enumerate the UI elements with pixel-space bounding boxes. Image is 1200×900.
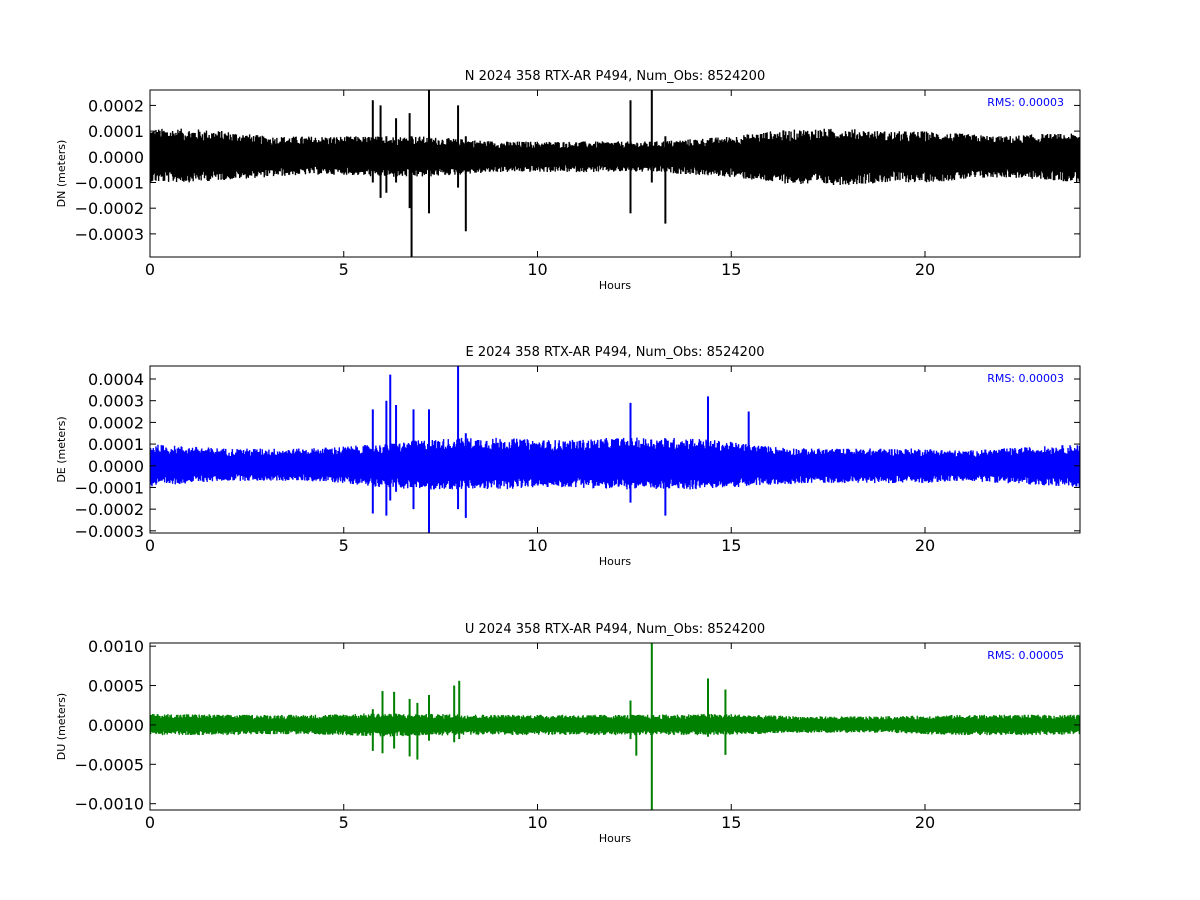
x-tick-label: 15 (721, 260, 741, 279)
y-tick-label: 0.0004 (88, 370, 144, 389)
chart-title: E 2024 358 RTX-AR P494, Num_Obs: 8524200 (466, 345, 765, 360)
x-axis-label: Hours (599, 555, 631, 568)
subplot-3: 0 5 10 15 20 0.0010 0.0005 0.0000 −0.0005 −0.0010… (55, 622, 1081, 845)
x-axis-label: Hours (599, 832, 631, 845)
x-tick-label: 5 (339, 813, 349, 832)
x-tick-label: 10 (527, 813, 547, 832)
y-tick-label: −0.0002 (75, 199, 144, 218)
x-tick-label: 15 (721, 813, 741, 832)
y-axis-label: DE (meters) (55, 416, 68, 482)
y-tick-label: −0.0001 (75, 478, 144, 497)
y-tick-label: 0.0002 (88, 413, 144, 432)
y-tick-label: −0.0003 (75, 225, 144, 244)
x-tick-label: 10 (527, 536, 547, 555)
subplot-1: 0 5 10 15 20 0.0002 0.0001 0.0000 −0.0001 −0.0002… (55, 69, 1081, 292)
x-axis-label: Hours (599, 279, 631, 292)
axes-frame (149, 365, 1081, 534)
x-tick-label: 0 (145, 536, 155, 555)
rms-annotation: RMS: 0.00003 (987, 96, 1064, 109)
subplot-2: 0 5 10 15 20 0.0004 0.0003 0.0002 0.0001 0.0000 −0… (55, 345, 1081, 568)
x-tick-label: 20 (915, 260, 935, 279)
series-band (150, 128, 1080, 186)
series-band (150, 713, 1080, 737)
y-tick-label: −0.0002 (75, 500, 144, 519)
y-tick-label: 0.0001 (88, 122, 144, 141)
rms-annotation: RMS: 0.00005 (987, 649, 1064, 662)
x-tick-label: 5 (339, 536, 349, 555)
chart-title: U 2024 358 RTX-AR P494, Num_Obs: 8524200 (465, 622, 765, 637)
x-tick-label: 10 (527, 260, 547, 279)
y-tick-label: −0.0003 (75, 522, 144, 541)
y-tick-label: 0.0001 (88, 435, 144, 454)
y-tick-label: −0.0005 (75, 755, 144, 774)
axes-frame (149, 642, 1081, 811)
rms-annotation: RMS: 0.00003 (987, 372, 1064, 385)
y-tick-label: 0.0003 (88, 392, 144, 411)
x-tick-label: 5 (339, 260, 349, 279)
chart-title: N 2024 358 RTX-AR P494, Num_Obs: 8524200 (465, 69, 765, 84)
y-axis-label: DN (meters) (55, 140, 68, 208)
x-tick-label: 15 (721, 536, 741, 555)
y-tick-label: 0.0002 (88, 96, 144, 115)
axes-frame (149, 89, 1081, 258)
x-tick-label: 0 (145, 260, 155, 279)
y-axis-label: DU (meters) (55, 693, 68, 760)
y-tick-label: 0.0000 (88, 716, 144, 735)
y-tick-label: 0.0010 (88, 637, 144, 656)
y-tick-label: 0.0000 (88, 148, 144, 167)
x-tick-label: 20 (915, 536, 935, 555)
y-tick-label: −0.0001 (75, 173, 144, 192)
y-tick-label: 0.0005 (88, 677, 144, 696)
x-tick-label: 20 (915, 813, 935, 832)
y-tick-label: 0.0000 (88, 457, 144, 476)
series-band (150, 437, 1080, 490)
y-tick-label: −0.0010 (75, 795, 144, 814)
x-tick-label: 0 (145, 813, 155, 832)
